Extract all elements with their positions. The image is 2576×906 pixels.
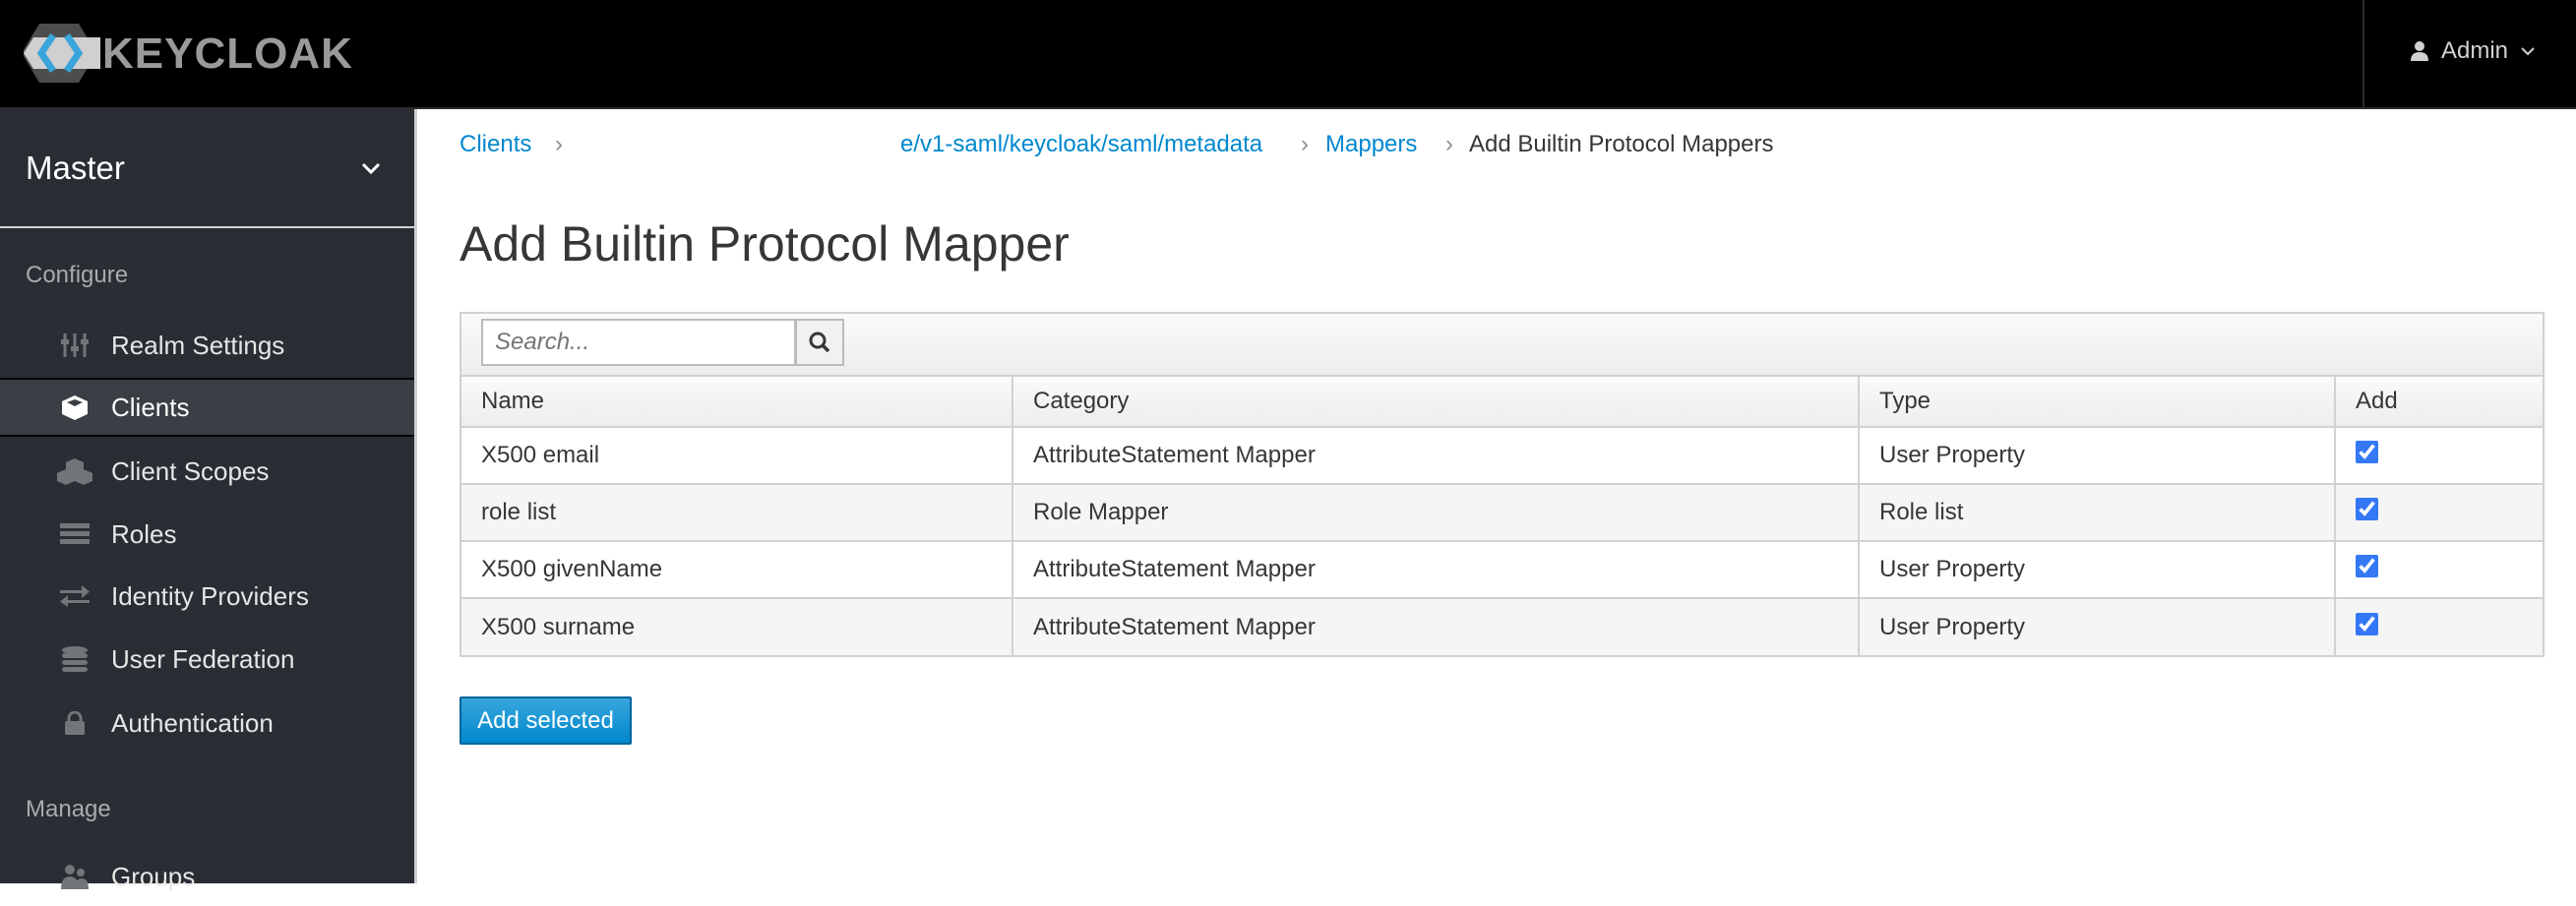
realm-selector[interactable]: Master <box>0 109 414 228</box>
cell-add <box>2335 598 2543 655</box>
cell-category: AttributeStatement Mapper <box>1012 427 1860 485</box>
logo-text: KEYCLOAK <box>102 30 353 78</box>
cell-type: User Property <box>1859 598 2336 655</box>
top-header: KEYCLOAK Admin <box>0 0 2576 109</box>
cell-name: X500 givenName <box>461 541 1013 599</box>
sidebar-item-label: User Federation <box>111 643 295 674</box>
cell-name: X500 surname <box>461 598 1013 655</box>
exchange-icon <box>55 585 94 607</box>
sidebar-item-groups[interactable]: Groups <box>0 847 414 906</box>
sidebar-item-client-scopes[interactable]: Client Scopes <box>0 442 414 501</box>
breadcrumb-separator-icon: › <box>1301 131 1309 157</box>
keycloak-logo-icon <box>22 24 100 83</box>
sidebar-item-label: Roles <box>111 518 177 549</box>
cell-category: Role Mapper <box>1012 484 1860 542</box>
breadcrumb-separator-icon: › <box>1445 131 1453 157</box>
column-header-type: Type <box>1859 377 2336 428</box>
sidebar: Master Configure Realm Settings Clients … <box>0 109 417 891</box>
header-divider <box>2362 0 2364 109</box>
breadcrumb: Clients › e/v1-saml/keycloak/saml/metada… <box>460 131 2526 164</box>
chevron-down-icon <box>2521 47 2535 56</box>
add-selected-button[interactable]: Add selected <box>460 696 632 745</box>
tasks-icon <box>55 523 94 545</box>
configure-heading: Configure <box>26 262 129 288</box>
sidebar-item-label: Authentication <box>111 707 274 738</box>
cell-add <box>2335 541 2543 599</box>
manage-heading: Manage <box>26 796 111 822</box>
sidebar-item-label: Realm Settings <box>111 330 285 360</box>
user-icon <box>2411 41 2428 61</box>
breadcrumb-mappers[interactable]: Mappers <box>1325 131 1418 157</box>
sidebar-item-identity-providers[interactable]: Identity Providers <box>0 567 414 626</box>
add-checkbox[interactable] <box>2356 555 2378 577</box>
add-checkbox[interactable] <box>2356 441 2378 463</box>
sidebar-item-label: Clients <box>111 392 190 422</box>
table-row: X500 surname AttributeStatement Mapper Use… <box>461 598 2543 655</box>
cube-icon <box>55 393 94 421</box>
cell-add <box>2335 484 2543 542</box>
page-title: Add Builtin Protocol Mapper <box>460 216 1070 272</box>
breadcrumb-separator-icon: › <box>555 131 563 157</box>
search-input[interactable] <box>481 319 796 366</box>
breadcrumb-client[interactable]: e/v1-saml/keycloak/saml/metadata <box>900 131 1263 157</box>
lock-icon <box>55 711 94 735</box>
sidebar-item-roles[interactable]: Roles <box>0 505 414 564</box>
cell-category: AttributeStatement Mapper <box>1012 598 1860 655</box>
realm-name: Master <box>26 149 125 186</box>
table-toolbar <box>461 314 2543 377</box>
user-name: Admin <box>2441 37 2509 64</box>
cell-type: Role list <box>1859 484 2336 542</box>
cell-type: User Property <box>1859 427 2336 485</box>
cubes-icon <box>55 457 94 485</box>
keycloak-logo[interactable]: KEYCLOAK <box>22 22 352 85</box>
column-header-add: Add <box>2335 377 2543 428</box>
table-row: role list Role Mapper Role list <box>461 484 2543 542</box>
main-content: Clients › e/v1-saml/keycloak/saml/metada… <box>417 109 2576 883</box>
cell-add <box>2335 427 2543 485</box>
search-button[interactable] <box>796 319 844 366</box>
sidebar-item-label: Identity Providers <box>111 580 309 611</box>
users-icon <box>55 864 94 889</box>
user-menu[interactable]: Admin <box>2410 37 2536 65</box>
table-row: X500 givenName AttributeStatement Mapper U… <box>461 541 2543 599</box>
sidebar-item-clients[interactable]: Clients <box>0 378 414 437</box>
breadcrumb-current: Add Builtin Protocol Mappers <box>1469 131 1774 157</box>
add-checkbox[interactable] <box>2356 612 2378 635</box>
mappers-table: Name Category Type Add X500 emailAttribu… <box>460 312 2545 657</box>
chevron-down-icon <box>361 162 381 174</box>
sidebar-item-label: Groups <box>111 861 196 891</box>
sidebar-item-authentication[interactable]: Authentication <box>0 694 414 753</box>
table-header-row: Name Category Type Add <box>461 377 2543 428</box>
sliders-icon <box>55 332 94 359</box>
cell-name: X500 email <box>461 427 1013 485</box>
table-row: X500 email AttributeStatement Mapper User … <box>461 427 2543 485</box>
sidebar-item-user-federation[interactable]: User Federation <box>0 630 414 689</box>
sidebar-item-realm-settings[interactable]: Realm Settings <box>0 316 414 375</box>
cell-name: role list <box>461 484 1013 542</box>
database-icon <box>55 646 94 672</box>
add-checkbox[interactable] <box>2356 498 2378 520</box>
cell-category: AttributeStatement Mapper <box>1012 541 1860 599</box>
column-header-name: Name <box>461 377 1013 428</box>
breadcrumb-clients[interactable]: Clients <box>460 131 532 157</box>
cell-type: User Property <box>1859 541 2336 599</box>
sidebar-item-label: Client Scopes <box>111 455 270 486</box>
column-header-category: Category <box>1012 377 1860 428</box>
search-icon <box>809 332 830 353</box>
